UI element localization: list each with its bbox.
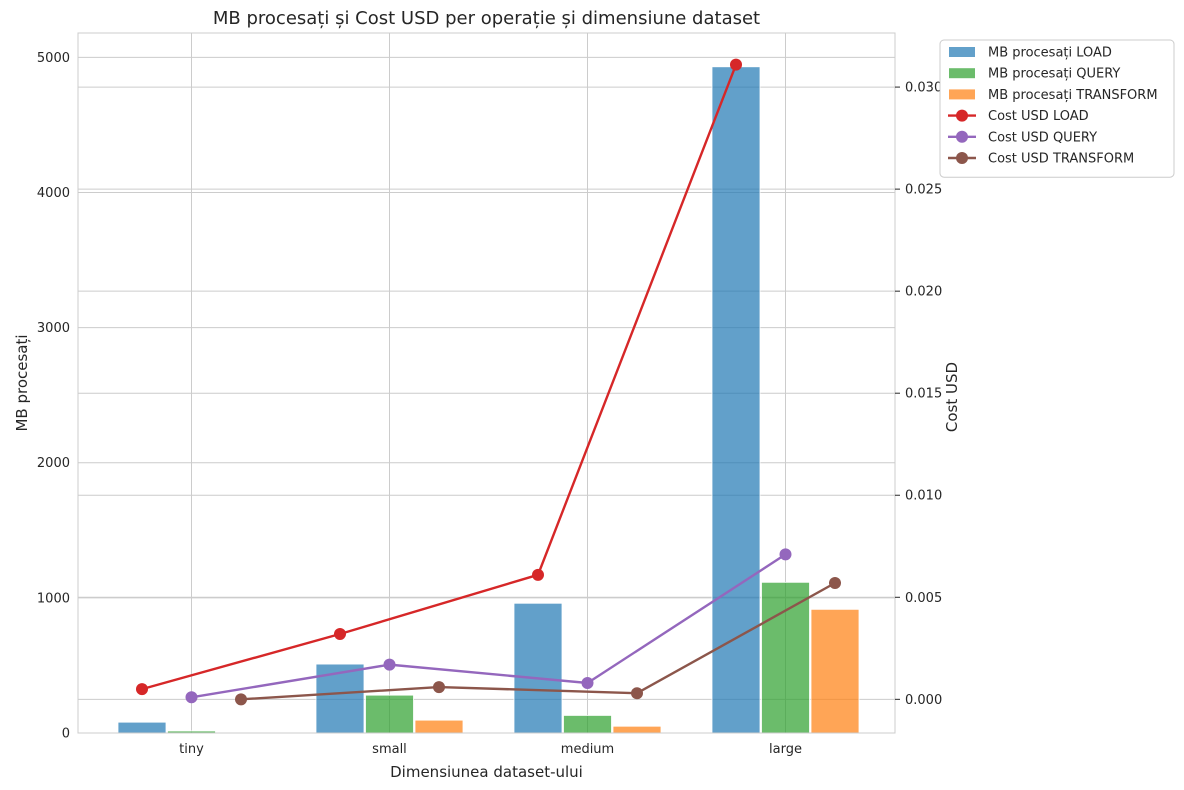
bars	[117, 66, 860, 734]
point-cost-query-medium	[581, 677, 594, 689]
plot-frame	[77, 32, 896, 734]
line-cost-load	[141, 64, 738, 691]
point-cost-query-tiny	[185, 691, 198, 704]
point-cost-transform-medium	[631, 687, 643, 700]
legend-marker-cost-usd-transform	[956, 152, 968, 164]
y2-ticks: 0.000 0.005 0.010 0.015 0.020 0.025 0.030	[895, 81, 942, 708]
bar-query-large	[761, 581, 810, 734]
line-cost-transform	[240, 581, 836, 701]
legend-marker-cost-usd-load	[956, 109, 968, 122]
bar-query-medium	[563, 715, 612, 734]
point-cost-query-small	[383, 658, 396, 671]
y-tick-label: 0	[62, 727, 70, 742]
y2-tick-label: 0.020	[905, 285, 942, 300]
y2-tick-label: 0.000	[905, 693, 942, 708]
legend-swatch-mb-procesa-i-transform	[949, 89, 975, 100]
line-cost-query	[191, 553, 787, 699]
x-tick-label-small: small	[372, 742, 407, 757]
y-tick-label: 2000	[37, 456, 70, 471]
y2-tick-label: 0.030	[905, 81, 942, 96]
bar-transform-large	[810, 608, 860, 734]
legend-label-cost-usd-query: Cost USD QUERY	[988, 130, 1097, 145]
point-cost-transform-small	[433, 681, 445, 694]
point-cost-transform-tiny	[235, 693, 247, 706]
legend-label-cost-usd-transform: Cost USD TRANSFORM	[988, 152, 1134, 167]
x-axis-title: Dimensiunea dataset-ului	[390, 763, 583, 781]
y2-tick-label: 0.010	[905, 489, 942, 504]
bar-load-tiny	[117, 721, 167, 734]
point-cost-load-large	[730, 58, 742, 71]
x-tick-label-large: large	[769, 742, 802, 757]
y-tick-label: 3000	[37, 321, 70, 336]
legend-label-cost-usd-load: Cost USD LOAD	[988, 109, 1089, 124]
bar-query-small	[365, 694, 414, 734]
chart-title: MB procesați și Cost USD per operație și…	[213, 8, 760, 29]
bar-load-medium	[513, 602, 563, 734]
legend-swatch-mb-procesa-i-load	[949, 47, 975, 57]
y-tick-label: 1000	[37, 591, 70, 606]
legend-swatch-mb-procesa-i-query	[949, 68, 975, 79]
y-ticks: 0 1000 2000 3000 4000 5000	[37, 51, 70, 742]
y2-axis-title: Cost USD	[943, 362, 961, 432]
legend-marker-cost-usd-query	[956, 130, 968, 143]
point-cost-query-large	[779, 548, 792, 561]
bar-load-large	[711, 66, 761, 734]
point-cost-load-small	[334, 628, 346, 641]
x-tick-label-tiny: tiny	[179, 742, 204, 757]
y2-tick-label: 0.025	[905, 183, 942, 198]
legend-label-mb-procesa-i-transform: MB procesați TRANSFORM	[988, 88, 1158, 103]
lines	[136, 58, 841, 706]
y-tick-label: 5000	[37, 51, 70, 66]
x-ticks: tiny small medium large	[179, 742, 802, 757]
point-cost-load-medium	[532, 568, 544, 581]
point-cost-transform-large	[829, 577, 841, 589]
legend-label-mb-procesa-i-query: MB procesați QUERY	[988, 67, 1120, 82]
bar-transform-medium	[612, 725, 662, 734]
legend: MB procesați LOAD MB procesați QUERY MB pr…	[939, 39, 1175, 178]
x-tick-label-medium: medium	[561, 742, 614, 757]
y-axis-title: MB procesați	[13, 334, 31, 431]
bar-transform-small	[414, 719, 464, 734]
point-cost-load-tiny	[136, 683, 148, 696]
legend-box	[939, 39, 1175, 178]
legend-label-mb-procesa-i-load: MB procesați LOAD	[988, 46, 1112, 61]
y2-tick-label: 0.015	[905, 387, 942, 402]
y-tick-label: 4000	[37, 186, 70, 201]
y2-tick-label: 0.005	[905, 591, 942, 606]
